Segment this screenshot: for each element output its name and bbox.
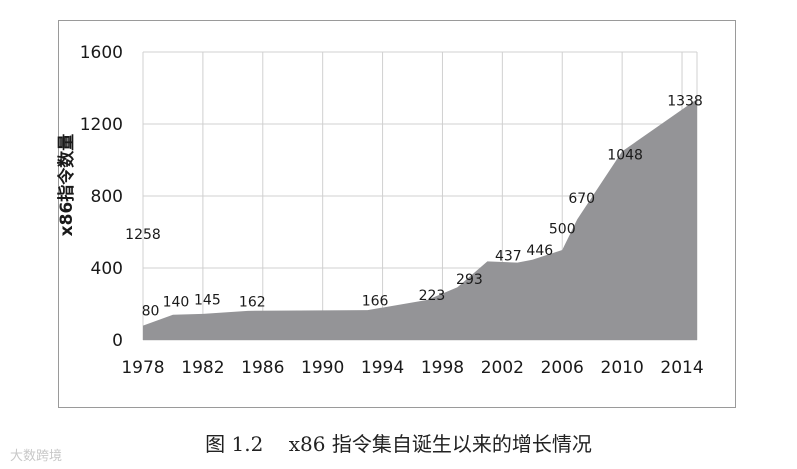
x-tick-label: 2014: [660, 358, 703, 378]
y-tick-label: 0: [112, 331, 123, 351]
y-axis-tick-labels: 0 400 800 1200 1600: [80, 43, 123, 351]
x-tick-label: 1982: [181, 358, 224, 378]
y-tick-label: 1600: [80, 43, 123, 63]
area-chart: 0 400 800 1200 1600 1978 1982 1986 1990 1994 1998…: [56, 43, 704, 378]
x-tick-label: 2006: [541, 358, 584, 378]
x-tick-label: 1994: [361, 358, 404, 378]
x-tick-label: 1986: [241, 358, 284, 378]
x-tick-label: 2002: [481, 358, 524, 378]
data-label: 1048: [607, 148, 643, 164]
data-label: 670: [568, 191, 595, 207]
x-axis-tick-labels: 1978 1982 1986 1990 1994 1998 2002 2006 2010 2014: [121, 358, 703, 378]
data-label: 437: [495, 248, 522, 264]
data-label: 162: [239, 294, 266, 310]
data-label: 446: [526, 243, 553, 259]
y-tick-label: 400: [91, 259, 123, 279]
data-label: 166: [362, 293, 389, 309]
chart-frame: [58, 20, 736, 408]
y-axis-label: x86指令数量: [56, 134, 77, 237]
area-series: [143, 99, 697, 340]
data-label: 293: [456, 272, 483, 288]
y-tick-label: 800: [91, 187, 123, 207]
watermark: 大数跨境: [10, 449, 63, 464]
data-label: 1258: [125, 227, 161, 243]
data-label: 223: [419, 288, 446, 304]
x-tick-label: 1998: [421, 358, 464, 378]
data-label: 80: [142, 303, 160, 319]
data-label: 1338: [667, 94, 703, 110]
data-label: 140: [163, 294, 190, 310]
x-tick-label: 1978: [121, 358, 164, 378]
data-label: 145: [194, 293, 221, 309]
x-tick-label: 2010: [601, 358, 644, 378]
x-tick-label: 1990: [301, 358, 344, 378]
data-label: 500: [549, 221, 576, 237]
y-tick-label: 1200: [80, 115, 123, 135]
figure-caption: 图 1.2 x86 指令集自诞生以来的增长情况: [205, 432, 592, 456]
